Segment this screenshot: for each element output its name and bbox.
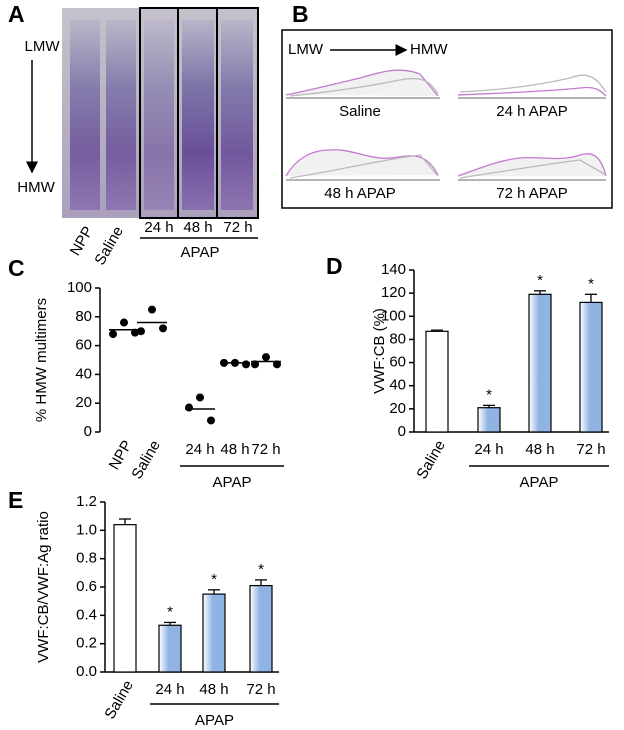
dot	[262, 353, 270, 362]
y-tick-label: 80	[389, 330, 406, 347]
y-tick-label: 0	[84, 423, 92, 440]
y-tick-label: 1.0	[76, 521, 97, 538]
panel-letter: C	[8, 255, 25, 281]
bar	[477, 407, 501, 433]
y-tick-label: 0.8	[76, 550, 97, 567]
y-tick-label: 60	[75, 337, 92, 354]
dot	[131, 328, 139, 337]
bar	[158, 624, 182, 673]
x-tick-label: 48 h	[525, 441, 554, 458]
x-tick-label: 24 h	[474, 441, 503, 458]
dot	[185, 403, 193, 412]
significance: *	[537, 272, 543, 289]
trace-label: Saline	[339, 103, 381, 120]
dot	[251, 360, 259, 369]
y-axis-label: VWF:CB/VWF:Ag ratio	[35, 511, 52, 663]
x-tick-label: Saline	[101, 677, 137, 722]
panel-letter: A	[8, 1, 25, 27]
y-tick-label: 0.4	[76, 606, 97, 623]
y-tick-label: 20	[75, 394, 92, 411]
lane-label: 48 h	[183, 219, 212, 236]
trace-label: 48 h APAP	[324, 185, 395, 202]
significance: *	[167, 603, 173, 620]
dot	[109, 330, 117, 339]
x-tick-label: 72 h	[576, 441, 605, 458]
bar	[249, 584, 273, 673]
lane-label: 24 h	[144, 219, 173, 236]
bar	[425, 330, 449, 433]
dot	[148, 305, 156, 314]
axis-label: HMW	[410, 41, 448, 58]
axis-label: LMW	[288, 41, 324, 58]
y-tick-label: 0.2	[76, 635, 97, 652]
significance: *	[486, 386, 492, 403]
group-label: APAP	[213, 474, 252, 491]
dot	[242, 360, 250, 369]
y-tick-label: 100	[381, 307, 406, 324]
gel-image	[62, 7, 259, 219]
panel-letter: D	[326, 253, 343, 279]
dot	[137, 327, 145, 336]
y-tick-label: 0.6	[76, 578, 97, 595]
trace-label: 72 h APAP	[496, 185, 567, 202]
panel-letter: B	[292, 1, 309, 27]
significance: *	[258, 561, 264, 578]
bar	[113, 524, 137, 673]
y-tick-label: 20	[389, 400, 406, 417]
trace-label: 24 h APAP	[496, 103, 567, 120]
dot	[273, 360, 281, 369]
y-tick-label: 60	[389, 354, 406, 371]
group-label: APAP	[520, 474, 559, 491]
y-tick-label: 100	[67, 279, 92, 296]
group-label: APAP	[195, 712, 234, 729]
trace-box	[281, 29, 613, 209]
dot	[120, 318, 128, 327]
x-tick-label: 24 h	[185, 441, 214, 458]
panel-letter: E	[8, 487, 23, 513]
x-tick-label: 48 h	[220, 441, 249, 458]
y-tick-label: 1.2	[76, 493, 97, 510]
x-tick-label: 72 h	[251, 441, 280, 458]
traces	[285, 69, 607, 181]
significance: *	[211, 571, 217, 588]
x-tick-label: 48 h	[199, 681, 228, 698]
y-tick-label: 40	[389, 377, 406, 394]
significance: *	[588, 275, 594, 292]
bar	[579, 301, 603, 433]
bar	[202, 593, 226, 673]
dot	[196, 393, 204, 402]
y-tick-label: 0.0	[76, 663, 97, 680]
y-tick-label: 40	[75, 365, 92, 382]
y-tick-label: 120	[381, 284, 406, 301]
x-tick-label: 72 h	[246, 681, 275, 698]
dot	[159, 324, 167, 333]
y-tick-label: 80	[75, 308, 92, 325]
x-tick-label: Saline	[128, 437, 164, 482]
bar	[528, 293, 552, 433]
x-tick-label: 24 h	[155, 681, 184, 698]
y-axis-label: % HMW multimers	[33, 298, 50, 422]
y-tick-label: 0	[398, 423, 406, 440]
dot	[207, 416, 215, 425]
y-tick-label: 140	[381, 261, 406, 278]
marker-label: LMW	[25, 38, 61, 55]
lane-label: Saline	[91, 223, 127, 268]
lane-label: 72 h	[223, 219, 252, 236]
group-label: APAP	[181, 244, 220, 261]
lane-label: NPP	[67, 223, 97, 258]
marker-label: HMW	[17, 179, 55, 196]
x-tick-label: Saline	[413, 437, 449, 482]
y-axis-label: VWF:CB (%)	[371, 308, 388, 394]
